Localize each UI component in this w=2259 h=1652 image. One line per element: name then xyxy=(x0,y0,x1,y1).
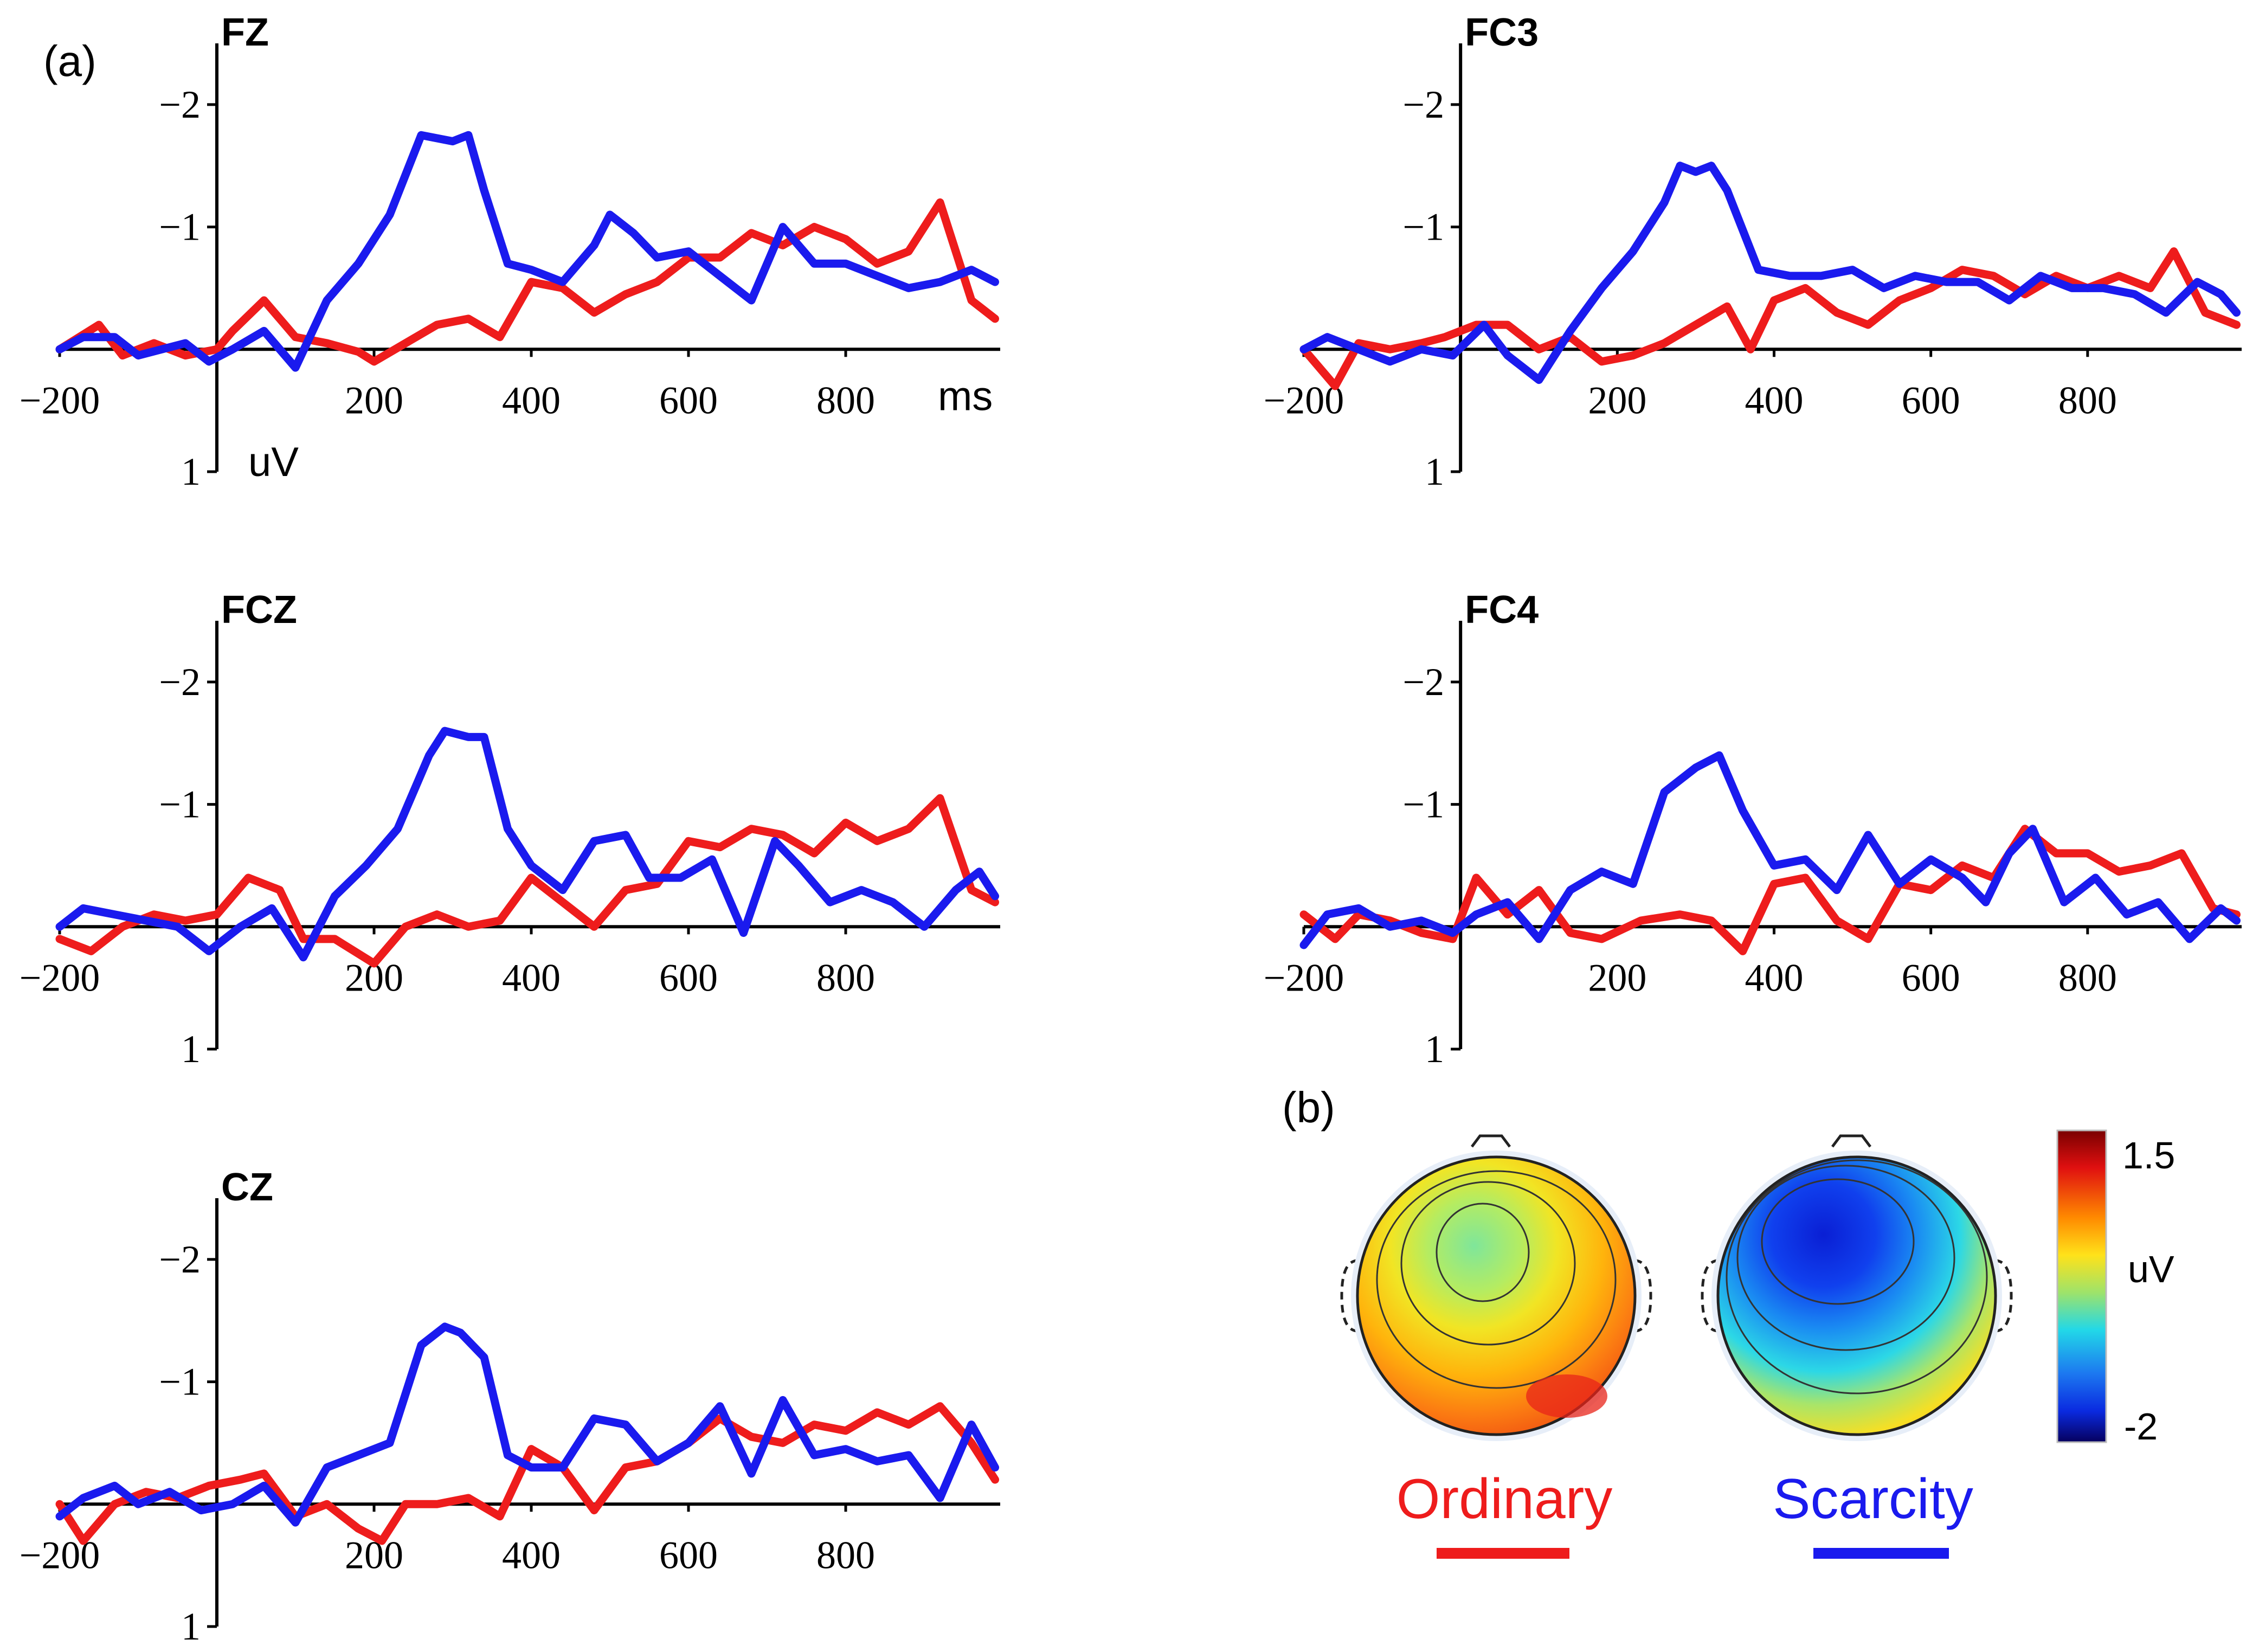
y-tick-label: −1 xyxy=(159,783,201,826)
x-tick-label: 800 xyxy=(2058,378,2117,422)
x-tick-label: 400 xyxy=(502,378,561,422)
x-tick-label: 600 xyxy=(659,378,718,422)
contour-scarcity-2 xyxy=(1736,1165,1955,1351)
x-axis-unit: ms xyxy=(938,373,993,419)
topomap-scarcity xyxy=(1701,1134,2013,1441)
series-line-scarcity xyxy=(55,131,999,372)
series-line-scarcity xyxy=(1299,751,2241,949)
y-tick-label: −2 xyxy=(159,1238,201,1281)
x-tick-label: −200 xyxy=(20,378,100,422)
series-line-ordinary xyxy=(55,1402,999,1545)
colorbar-gradient xyxy=(2056,1129,2107,1443)
contour-scarcity-1 xyxy=(1761,1178,1915,1305)
colorbar-unit-label: uV xyxy=(2128,1248,2174,1290)
y-tick-label: −2 xyxy=(1403,660,1445,704)
x-tick-label: 200 xyxy=(1588,956,1646,999)
y-axis-unit: uV xyxy=(248,439,299,485)
channel-label: FC4 xyxy=(1465,588,1539,632)
x-tick-label: 800 xyxy=(2058,956,2117,999)
x-tick-label: 400 xyxy=(502,956,561,999)
nose-scarcity xyxy=(1831,1134,1871,1148)
topomap-ordinary xyxy=(1340,1134,1652,1441)
x-tick-label: 800 xyxy=(816,956,875,999)
nose-ordinary xyxy=(1471,1134,1511,1148)
right-ear-ordinary xyxy=(1634,1259,1652,1333)
x-tick-label: 800 xyxy=(816,378,875,422)
y-tick-label: −2 xyxy=(1403,83,1445,126)
left-ear-ordinary xyxy=(1340,1259,1359,1333)
x-tick-label: 600 xyxy=(659,956,718,999)
series-line-scarcity xyxy=(55,1322,999,1527)
y-tick-label: 1 xyxy=(181,450,201,493)
channel-label: FCZ xyxy=(221,588,297,632)
y-tick-label: 1 xyxy=(181,1027,201,1071)
y-tick-label: −1 xyxy=(1403,783,1445,826)
erp-charts: −2 −1 1 −200 200 400 600 800 FZ ms uV −2 −1 1 −200 200 4… xyxy=(20,11,2242,1648)
legend-scarcity-label: Scarcity xyxy=(1773,1468,1973,1531)
x-tick-label: 800 xyxy=(816,1533,875,1577)
panel-a-label: (a) xyxy=(43,37,96,85)
y-tick-label: −2 xyxy=(159,660,201,704)
x-tick-label: 600 xyxy=(1902,378,1960,422)
colorbar-min-label: -2 xyxy=(2124,1405,2158,1448)
x-tick-label: 600 xyxy=(1902,956,1960,999)
panel-b-label: (b) xyxy=(1282,1083,1335,1132)
contour-ordinary-3 xyxy=(1376,1170,1617,1389)
series-line-scarcity xyxy=(1299,162,2241,384)
channel-label: CZ xyxy=(221,1166,273,1209)
y-tick-label: 1 xyxy=(1425,1027,1444,1071)
left-ear-scarcity xyxy=(1701,1259,1719,1333)
x-tick-label: 200 xyxy=(345,378,403,422)
y-tick-label: 1 xyxy=(181,1605,201,1648)
y-tick-label: −1 xyxy=(159,205,201,249)
contour-scarcity-3 xyxy=(1726,1159,1988,1394)
series-line-ordinary xyxy=(55,794,999,968)
legend-ordinary-label: Ordinary xyxy=(1396,1468,1613,1531)
contour-ordinary-1 xyxy=(1436,1203,1530,1302)
series-line-ordinary xyxy=(55,198,999,366)
x-tick-label: 400 xyxy=(1745,378,1804,422)
erp-chart-fz: −2 −1 1 −200 200 400 600 800 FZ ms uV xyxy=(20,11,1000,493)
y-tick-label: −2 xyxy=(159,83,201,126)
scalp-scarcity xyxy=(1716,1155,1997,1436)
series-line-ordinary xyxy=(1299,825,2241,955)
y-tick-label: 1 xyxy=(1425,450,1444,493)
channel-label: FC3 xyxy=(1465,11,1539,54)
hotspot-ordinary xyxy=(1526,1374,1607,1418)
erp-chart-fc4: −2 −1 1 −200 200 400 600 800 FC4 xyxy=(1264,588,2242,1071)
colorbar: 1.5 uV -2 xyxy=(2056,1129,2175,1448)
x-tick-label: 600 xyxy=(659,1533,718,1577)
x-tick-label: 400 xyxy=(502,1533,561,1577)
contour-ordinary-2 xyxy=(1400,1181,1576,1346)
right-ear-scarcity xyxy=(1994,1259,2013,1333)
channel-label: FZ xyxy=(221,11,269,54)
x-tick-label: 400 xyxy=(1745,956,1804,999)
x-tick-label: 200 xyxy=(1588,378,1646,422)
y-tick-label: −1 xyxy=(1403,205,1445,249)
colorbar-max-label: 1.5 xyxy=(2122,1134,2175,1177)
x-tick-label: −200 xyxy=(20,956,100,999)
x-tick-label: −200 xyxy=(1264,956,1344,999)
y-tick-label: −1 xyxy=(159,1360,201,1404)
series-line-scarcity xyxy=(55,727,999,962)
